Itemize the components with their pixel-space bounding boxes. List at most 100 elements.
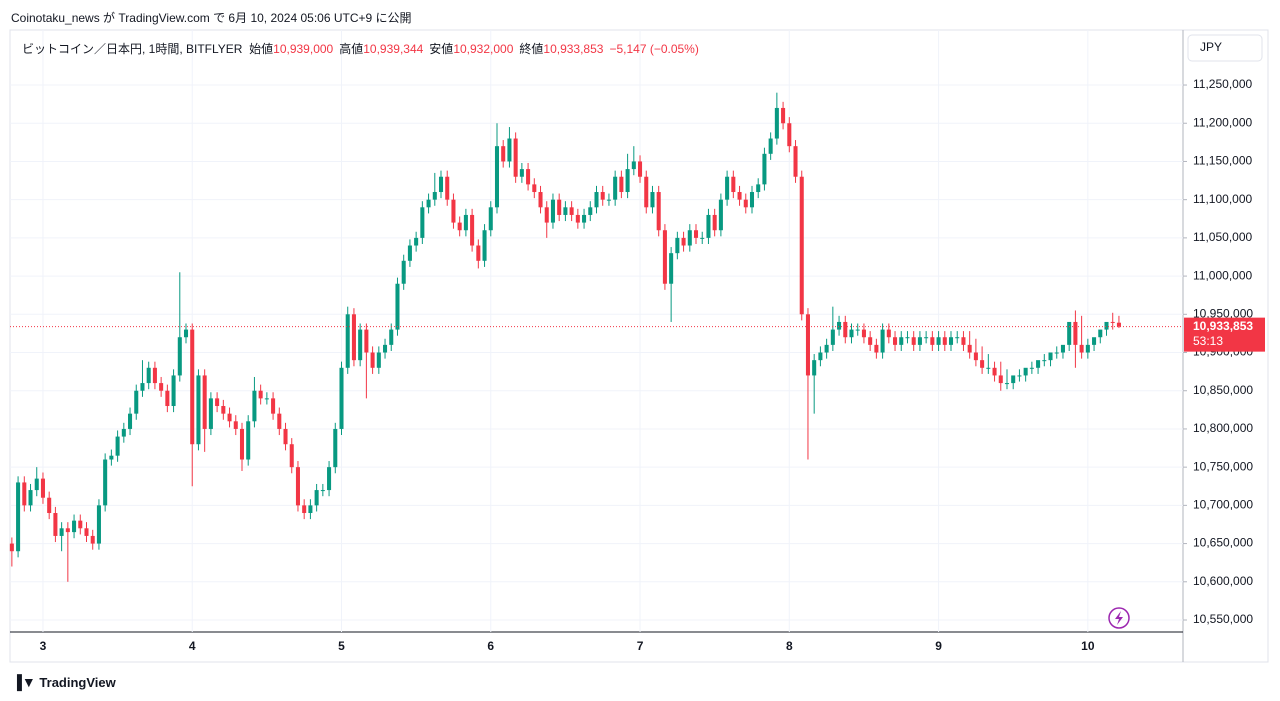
- brand-name: TradingView: [39, 675, 116, 690]
- alert-bolt: [1115, 611, 1123, 625]
- candles: [9, 92, 1121, 582]
- candle-body: [121, 428, 126, 437]
- candle-body: [109, 455, 114, 460]
- y-tick-label: 10,700,000: [1193, 498, 1253, 512]
- candle-body: [488, 207, 493, 231]
- candle-body: [165, 390, 170, 407]
- candle-body: [557, 199, 562, 215]
- candle-body: [563, 207, 568, 215]
- x-tick-label: 9: [935, 639, 942, 653]
- candle-body: [1029, 367, 1034, 369]
- candle-body: [383, 344, 388, 353]
- candle-body: [96, 505, 101, 544]
- candle-body: [600, 192, 605, 200]
- candle-body: [513, 138, 518, 177]
- candle-body: [843, 321, 848, 338]
- candle-body: [295, 467, 300, 506]
- candle-body: [538, 192, 543, 208]
- candle-body: [470, 214, 475, 246]
- candle-body: [314, 490, 319, 506]
- candle-body: [28, 490, 33, 506]
- candle-body: [749, 192, 755, 208]
- y-tick-label: 11,000,000: [1193, 268, 1252, 282]
- candle-body: [662, 230, 667, 284]
- candle-body: [395, 283, 400, 330]
- candle-body: [681, 237, 686, 246]
- legend-label: 始値: [249, 42, 274, 56]
- y-tick-label: 10,550,000: [1193, 612, 1253, 626]
- chart-frame: [9, 29, 1269, 663]
- candle-body: [134, 390, 139, 414]
- candle-body: [1054, 352, 1059, 354]
- candle-body: [389, 329, 394, 345]
- last-price-box: [1184, 317, 1265, 352]
- candle-body: [650, 192, 655, 208]
- candle-body: [731, 176, 736, 193]
- last-price-label: 10,933,853: [1193, 319, 1253, 333]
- candle-body: [948, 337, 954, 345]
- y-tick-label: 11,200,000: [1193, 115, 1252, 129]
- change: −5,147 (−0.05%): [609, 42, 699, 56]
- candle-body: [625, 169, 630, 193]
- candle-body: [482, 230, 487, 261]
- candle-body: [550, 199, 555, 223]
- candle-body: [656, 192, 661, 231]
- symbol: ビットコイン／日本円, 1時間, BITFLYER: [22, 42, 243, 56]
- legend-label: 安値: [429, 42, 454, 56]
- y-tick-label: 11,100,000: [1193, 192, 1252, 206]
- candle-body: [793, 146, 798, 177]
- candle-body: [432, 192, 437, 200]
- candle-body: [40, 478, 45, 498]
- candle-body: [53, 513, 58, 536]
- candle-body: [258, 390, 263, 399]
- candle-body: [451, 199, 456, 223]
- candle-body: [9, 543, 14, 552]
- candle-body: [16, 482, 21, 552]
- candle-body: [351, 314, 356, 361]
- y-tick-label: 11,150,000: [1193, 154, 1252, 168]
- candle-body: [868, 337, 873, 345]
- candle-body: [998, 375, 1003, 384]
- candle-body: [277, 413, 282, 429]
- candle-body: [575, 214, 580, 223]
- candle-body: [208, 398, 213, 429]
- currency-button[interactable]: [1187, 34, 1263, 62]
- candle-body: [457, 222, 462, 231]
- currency[interactable]: JPY: [1200, 40, 1222, 54]
- x-tick-label: 10: [1081, 639, 1095, 653]
- alert-icon[interactable]: [1108, 607, 1130, 629]
- candle-body: [128, 413, 133, 429]
- candle-body: [420, 207, 425, 238]
- candle-body: [631, 161, 636, 170]
- candle-body: [320, 490, 325, 492]
- candle-body: [1004, 383, 1010, 385]
- candle-body: [370, 352, 375, 368]
- candle-body: [146, 367, 151, 384]
- candle-body: [171, 375, 176, 407]
- y-tick-label: 10,750,000: [1193, 459, 1253, 473]
- candle-body: [1048, 352, 1053, 361]
- candle-body: [463, 214, 468, 231]
- candle-body: [812, 360, 817, 376]
- candle-body: [183, 329, 189, 338]
- candle-body: [239, 428, 245, 460]
- candle-body: [973, 352, 978, 361]
- candle-body: [1042, 360, 1047, 362]
- x-tick-label: 4: [189, 639, 196, 653]
- candle-body: [768, 138, 773, 154]
- candle-body: [519, 169, 524, 177]
- candle-body: [289, 444, 294, 468]
- candle-body: [152, 367, 157, 384]
- candle-body: [215, 398, 220, 407]
- candle-body: [271, 398, 276, 414]
- legend-value: 10,932,000: [453, 42, 514, 56]
- candle-body: [967, 344, 972, 353]
- candle-body: [264, 398, 269, 400]
- legend-value: 10,939,000: [273, 42, 334, 56]
- candle-body: [177, 337, 182, 376]
- legend-label: 終値: [519, 42, 544, 56]
- candle-body: [526, 169, 531, 185]
- candle-body: [638, 161, 643, 177]
- candle-body: [401, 260, 406, 284]
